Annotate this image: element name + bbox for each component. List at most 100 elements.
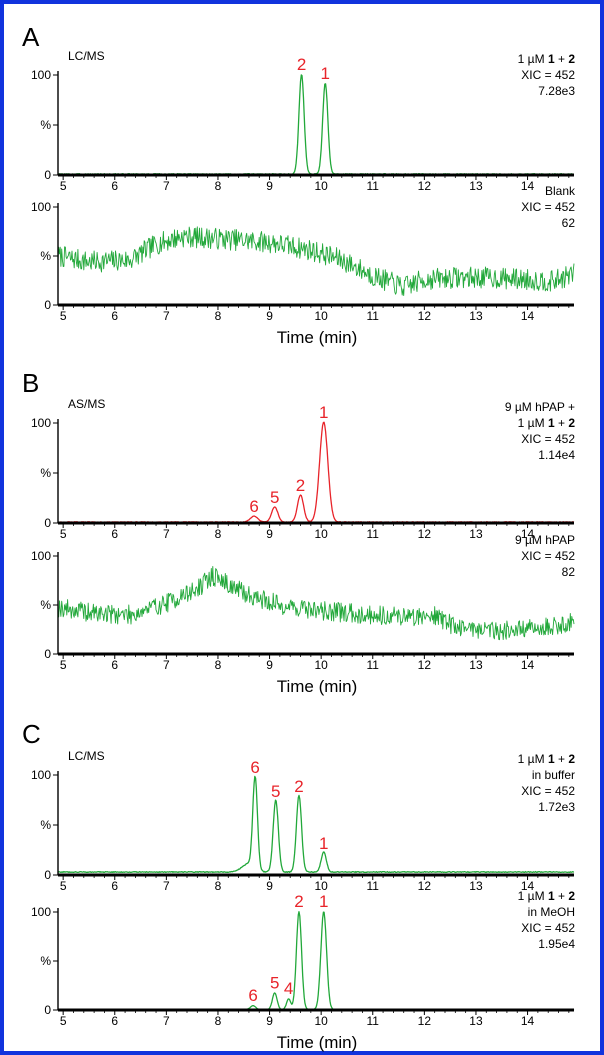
plot-6-xtick-label-12: 12 [418,1014,432,1028]
plot-4-xtick-label-5: 5 [60,658,67,672]
plot-6-xtick-label-13: 13 [469,1014,483,1028]
plot-6-xtick-label-8: 8 [215,1014,222,1028]
plot-1-ytick-label-pct: % [40,118,51,132]
plot-5-xtick-label-13: 13 [469,879,483,893]
plot-4-xtick-label-8: 8 [215,658,222,672]
plot-6-xtick-label-7: 7 [163,1014,170,1028]
plot-5-xtick-label-8: 8 [215,879,222,893]
plot-1-condition-line-3: 7.28e3 [538,84,575,98]
plot-4-xtick-label-14: 14 [521,658,535,672]
plot-3-xtick-label-12: 12 [418,527,432,541]
plot-5-mode-label: LC/MS [68,749,105,763]
plot-6-xtick-label-6: 6 [111,1014,118,1028]
plot-6-peak-label-4: 4 [284,979,293,998]
plot-1-xtick-label-13: 13 [469,179,483,193]
plot-5-xtick-label-12: 12 [418,879,432,893]
plot-3-condition-line-2: 1 µM 1 + 2 [518,416,576,430]
plot-2-condition-line-1: Blank [545,184,576,198]
plot-5-condition-line-1: 1 µM 1 + 2 [518,752,576,766]
plot-5-condition-line-2: in buffer [532,768,575,782]
plot-2-xtick-label-14: 14 [521,309,535,323]
plot-1-condition-line-1: 1 µM 1 + 2 [518,52,576,66]
plot-5-xtick-label-7: 7 [163,879,170,893]
plot-2-ytick-label-0: 0 [44,298,51,312]
plot-4-condition-line-2: XIC = 452 [521,549,575,563]
plot-6-x-axis-label: Time (min) [277,1033,358,1052]
plot-4-trace [57,566,575,641]
plot-5-peak-label-2: 2 [294,777,303,796]
plot-4-x-axis-label: Time (min) [277,677,358,696]
plot-1-xtick-label-11: 11 [367,179,380,193]
plot-3-trace [57,421,575,523]
plot-6-xtick-label-9: 9 [266,1014,273,1028]
plot-1-xtick-label-14: 14 [521,179,535,193]
plot-5-condition-line-3: XIC = 452 [521,784,575,798]
plot-5-ytick-label-pct: % [40,818,51,832]
plot-1-xtick-label-8: 8 [215,179,222,193]
plot-3-xtick-label-10: 10 [314,527,328,541]
plot-6-trace [57,911,575,1011]
plot-2-xtick-label-10: 10 [314,309,328,323]
plot-1-mode-label: LC/MS [68,49,105,63]
plot-4-condition-line-3: 82 [562,565,576,579]
plot-1-ytick-label-100: 100 [31,68,51,82]
plot-1-ytick-label-0: 0 [44,168,51,182]
plot-6-xtick-label-11: 11 [367,1014,380,1028]
plot-4-ytick-label-0: 0 [44,647,51,661]
plot-6-condition-line-4: 1.95e4 [538,937,575,951]
plot-5-xtick-label-9: 9 [266,879,273,893]
plot-2-xtick-label-11: 11 [367,309,380,323]
plot-3-peak-label-6: 6 [249,497,258,516]
plot-5-condition-line-4: 1.72e3 [538,800,575,814]
plot-3-condition-line-4: 1.14e4 [538,448,575,462]
plot-4-xtick-label-13: 13 [469,658,483,672]
plot-3-xtick-label-13: 13 [469,527,483,541]
plot-4-xtick-label-12: 12 [418,658,432,672]
plot-5-trace [57,775,575,874]
plot-1-peak-label-1: 1 [321,64,330,83]
plot-2-xtick-label-13: 13 [469,309,483,323]
plot-3-condition-line-3: XIC = 452 [521,432,575,446]
plot-5-xtick-label-11: 11 [367,879,380,893]
plot-4-xtick-label-6: 6 [111,658,118,672]
plot-6-ytick-label-0: 0 [44,1003,51,1017]
plot-1-xtick-label-7: 7 [163,179,170,193]
plot-6-ytick-label-pct: % [40,954,51,968]
plot-1-xtick-label-10: 10 [314,179,328,193]
plot-3-ytick-label-0: 0 [44,516,51,530]
panel-letter-a: A [22,22,40,52]
plot-2-trace [57,226,575,297]
plot-4-xtick-label-9: 9 [266,658,273,672]
plot-5-peak-label-5: 5 [271,782,280,801]
plot-4-condition-line-1: 9 µM hPAP [515,533,575,547]
plot-6-condition-line-1: 1 µM 1 + 2 [518,889,576,903]
plot-3-xtick-label-9: 9 [266,527,273,541]
plot-1-condition-line-2: XIC = 452 [521,68,575,82]
plot-3-xtick-label-11: 11 [367,527,380,541]
plot-5-xtick-label-10: 10 [314,879,328,893]
plot-3-peak-label-5: 5 [270,488,279,507]
plot-3-mode-label: AS/MS [68,397,105,411]
plot-2-xtick-label-9: 9 [266,309,273,323]
plot-5-ytick-label-100: 100 [31,768,51,782]
plot-2-ytick-label-pct: % [40,249,51,263]
plot-2-condition-line-2: XIC = 452 [521,200,575,214]
plot-3-peak-label-2: 2 [296,476,305,495]
plot-1-xtick-label-12: 12 [418,179,432,193]
plot-6-xtick-label-5: 5 [60,1014,67,1028]
plot-5-ytick-label-0: 0 [44,868,51,882]
plot-5-peak-label-6: 6 [250,758,259,777]
plot-6-condition-line-2: in MeOH [528,905,575,919]
plot-2-condition-line-3: 62 [562,216,576,230]
plot-3-condition-line-1: 9 µM hPAP + [505,400,575,414]
plot-3-xtick-label-5: 5 [60,527,67,541]
plot-6-peak-label-2: 2 [294,892,303,911]
plot-1-trace [57,74,575,175]
plot-4-xtick-label-10: 10 [314,658,328,672]
plot-2-xtick-label-8: 8 [215,309,222,323]
plot-6-xtick-label-14: 14 [521,1014,535,1028]
plot-6-ytick-label-100: 100 [31,905,51,919]
plot-5-xtick-label-6: 6 [111,879,118,893]
plot-3-peak-label-1: 1 [319,403,328,422]
